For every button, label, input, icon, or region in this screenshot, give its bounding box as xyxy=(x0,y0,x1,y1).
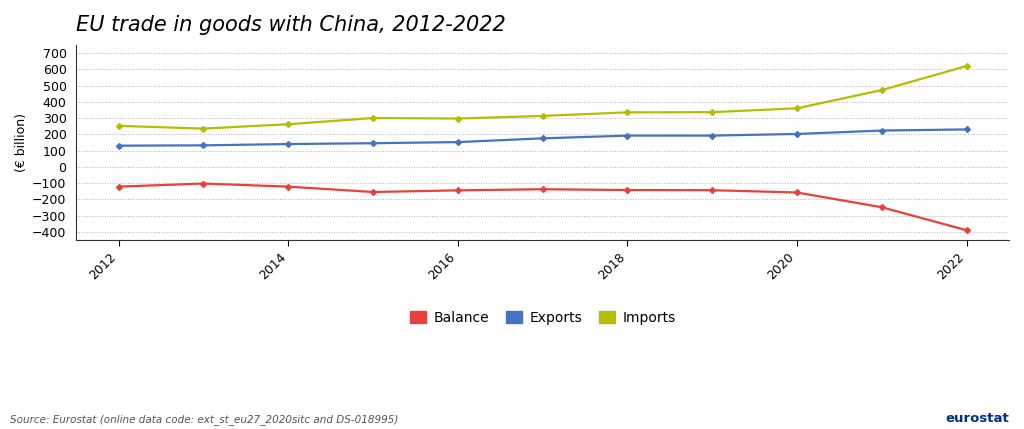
Balance xyxy=(791,190,803,195)
Text: eurostat: eurostat xyxy=(945,412,1009,425)
Imports xyxy=(282,122,294,127)
Exports xyxy=(537,136,549,141)
Imports xyxy=(113,123,125,128)
Balance xyxy=(537,187,549,192)
Line: Balance: Balance xyxy=(117,181,969,232)
Balance xyxy=(707,187,719,193)
Exports xyxy=(113,143,125,148)
Balance xyxy=(961,228,973,233)
Imports xyxy=(707,109,719,115)
Imports xyxy=(537,113,549,118)
Imports xyxy=(622,110,634,115)
Balance xyxy=(282,184,294,189)
Line: Imports: Imports xyxy=(117,64,969,131)
Imports xyxy=(452,116,464,121)
Exports xyxy=(622,133,634,138)
Legend: Balance, Exports, Imports: Balance, Exports, Imports xyxy=(404,305,681,330)
Balance xyxy=(113,184,125,189)
Exports xyxy=(876,128,888,133)
Imports xyxy=(198,126,210,131)
Exports xyxy=(198,143,210,148)
Imports xyxy=(876,88,888,93)
Text: EU trade in goods with China, 2012-2022: EU trade in goods with China, 2012-2022 xyxy=(76,15,506,35)
Balance xyxy=(367,190,379,195)
Line: Exports: Exports xyxy=(117,127,969,148)
Imports xyxy=(367,115,379,121)
Exports xyxy=(961,127,973,132)
Balance xyxy=(452,188,464,193)
Exports xyxy=(452,139,464,145)
Y-axis label: (€ billion): (€ billion) xyxy=(15,113,28,172)
Balance xyxy=(198,181,210,186)
Imports xyxy=(791,106,803,111)
Exports xyxy=(282,142,294,147)
Balance xyxy=(622,187,634,193)
Exports xyxy=(791,131,803,136)
Exports xyxy=(367,141,379,146)
Imports xyxy=(961,63,973,69)
Balance xyxy=(876,205,888,210)
Exports xyxy=(707,133,719,138)
Text: Source: Eurostat (online data code: ext_st_eu27_2020sitc and DS-018995): Source: Eurostat (online data code: ext_… xyxy=(10,414,398,425)
